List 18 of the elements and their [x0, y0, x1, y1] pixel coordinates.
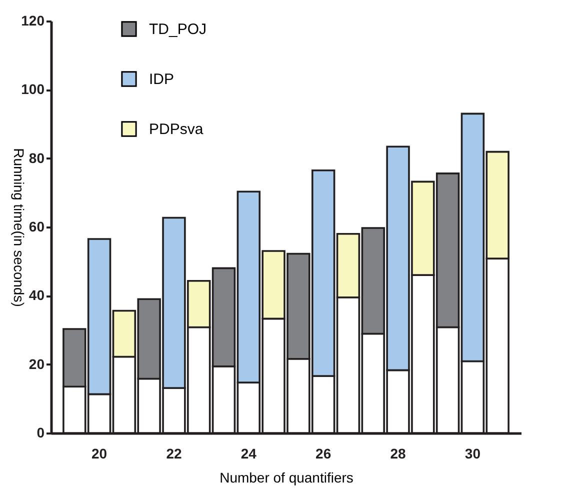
- y-tick-label: 20: [28, 356, 45, 372]
- y-tick-label: 120: [21, 12, 45, 28]
- y-tick-label: 40: [28, 287, 45, 304]
- legend-label: TD_POJ: [149, 21, 207, 38]
- y-tick-label: 100: [21, 81, 45, 98]
- y-tick-label: 60: [28, 218, 45, 234]
- y-tick-label: 0: [36, 424, 45, 440]
- x-tick-label: 22: [166, 446, 182, 462]
- y-tick-label: 80: [28, 150, 45, 166]
- x-tick-label: 26: [316, 446, 332, 462]
- legend-label: PDPsva: [149, 121, 204, 138]
- x-tick-label: 24: [240, 446, 257, 462]
- x-tick-label: 30: [464, 446, 481, 462]
- x-axis-title: Number of quantifiers: [220, 470, 354, 486]
- x-tick-label: 28: [390, 446, 406, 462]
- legend-label: IDP: [149, 71, 174, 88]
- x-tick-label: 20: [92, 446, 108, 462]
- y-axis-title: Running time(in seconds): [11, 148, 28, 307]
